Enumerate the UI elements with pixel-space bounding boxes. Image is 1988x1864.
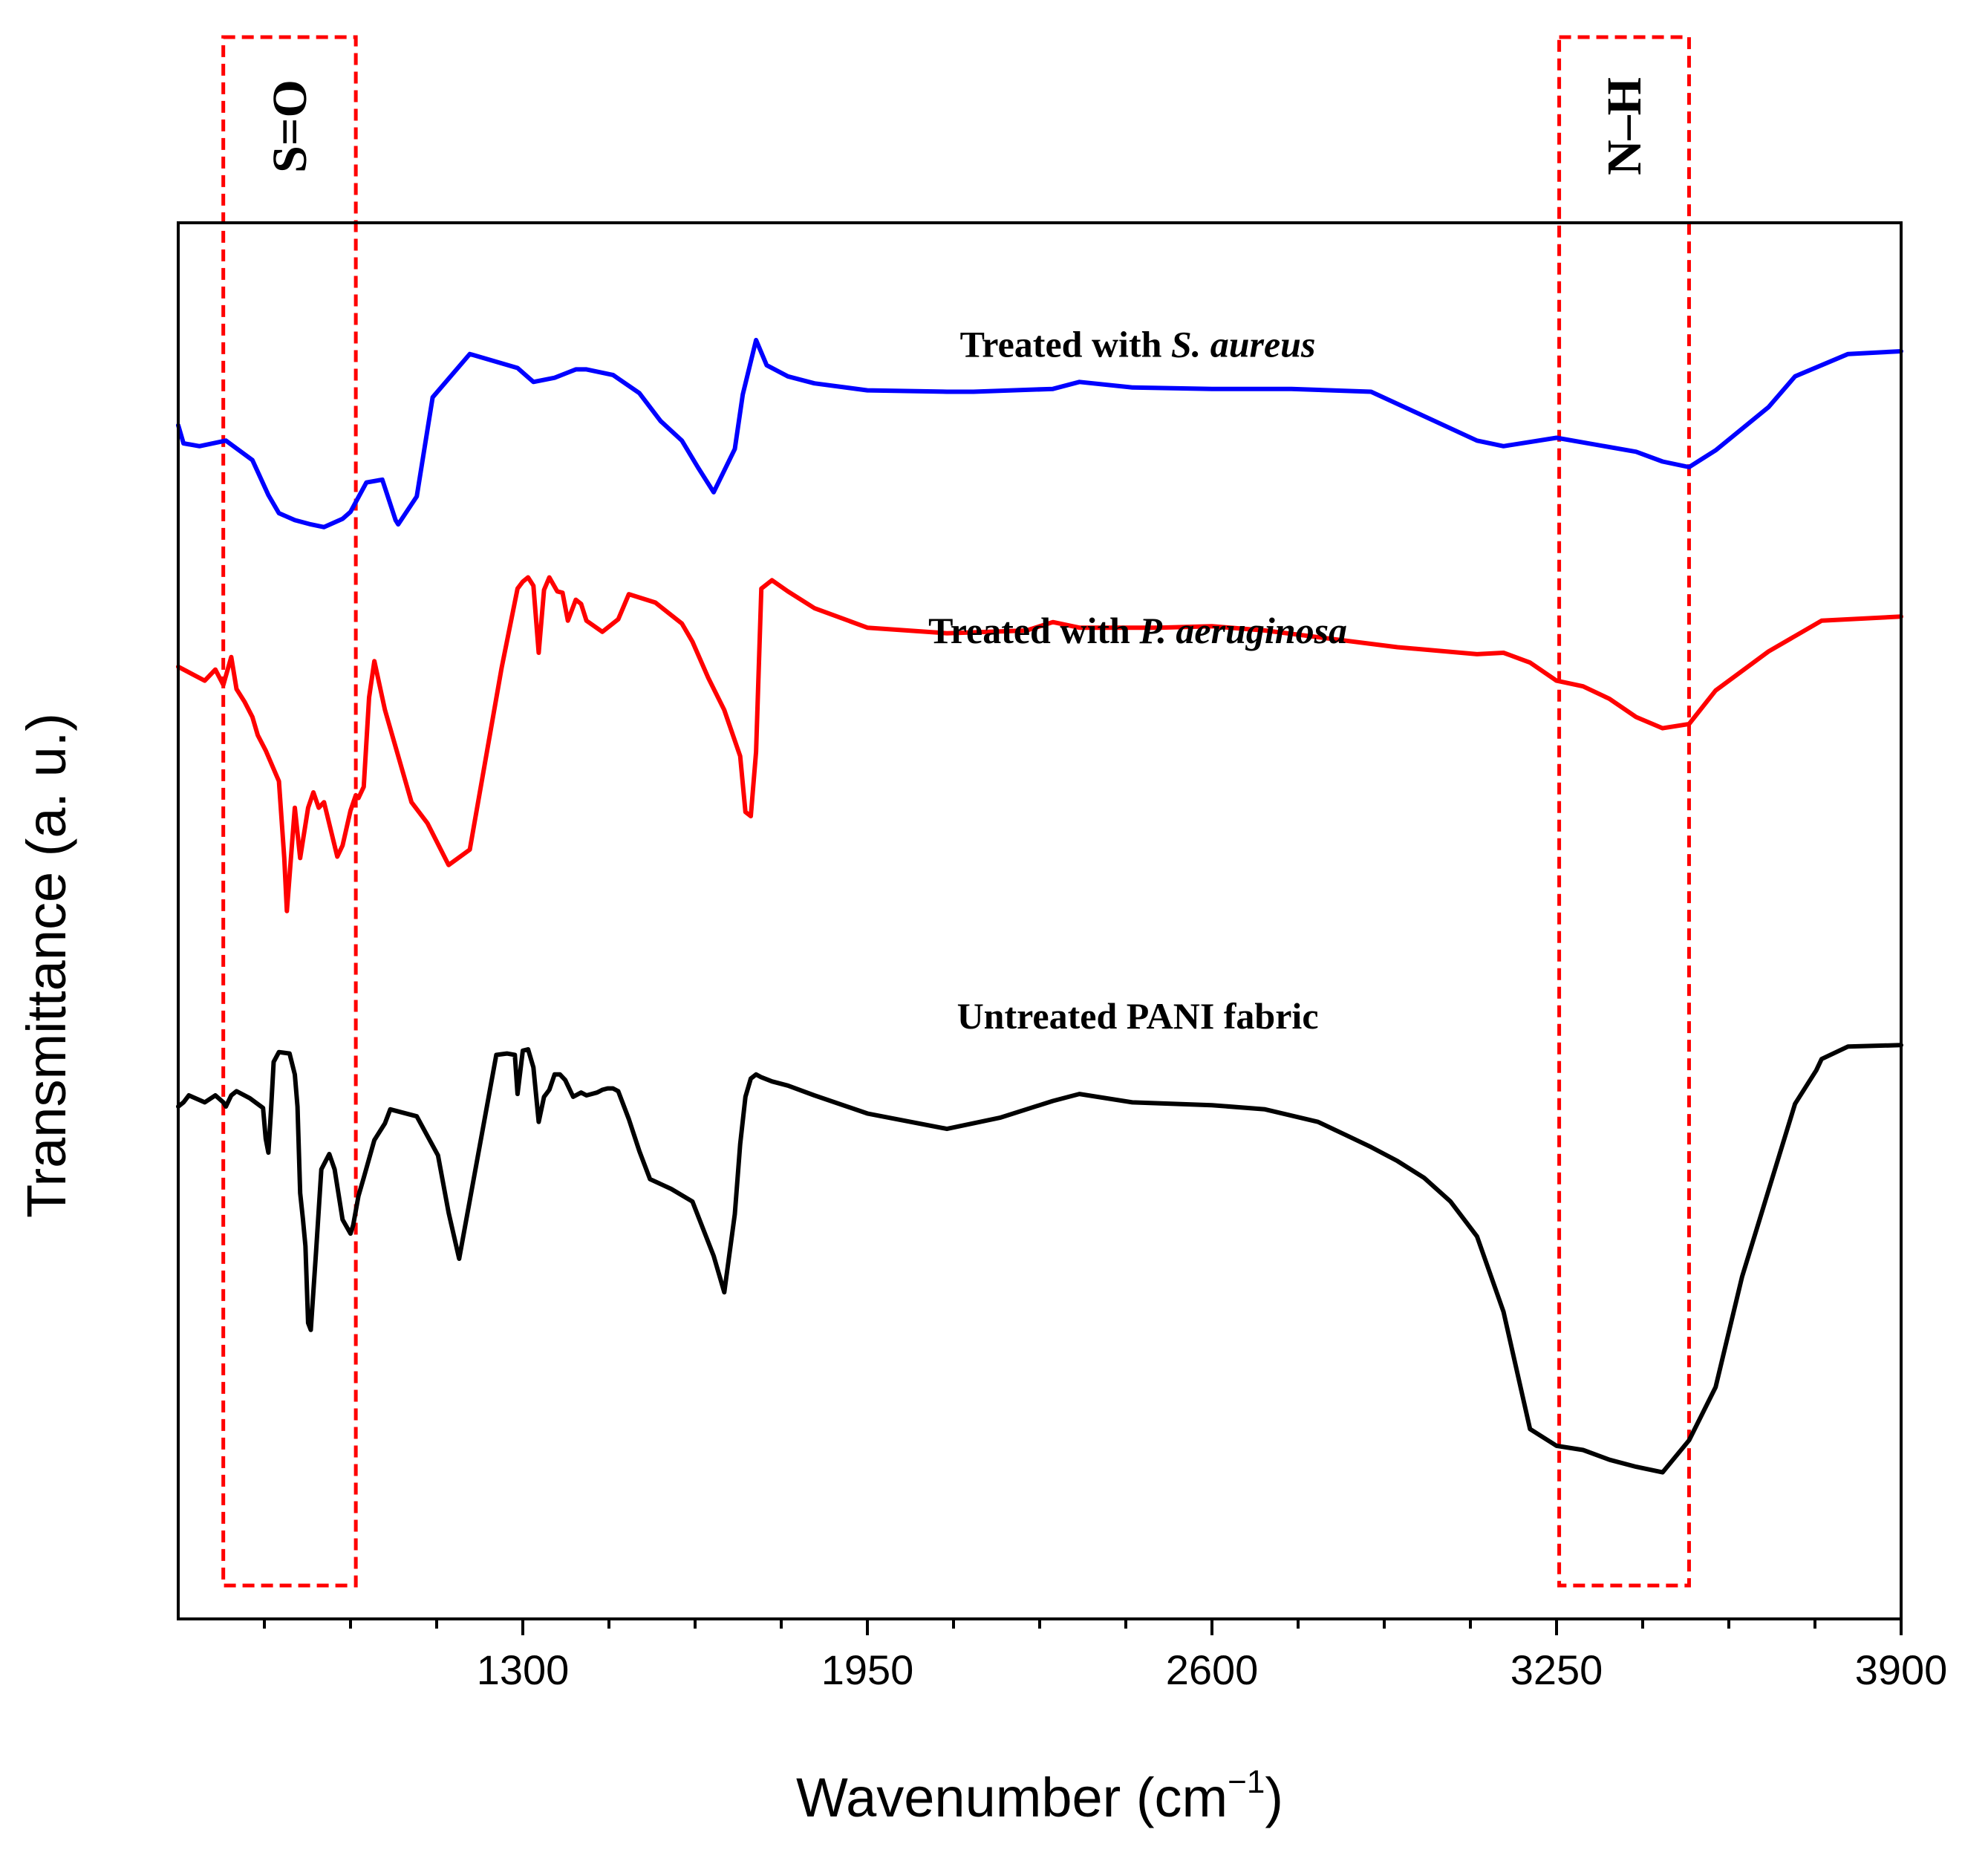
x-tick-label: 1300 xyxy=(477,1646,570,1693)
x-axis-title-close: ) xyxy=(1265,1767,1283,1828)
series-label-0: Treated with S. aureus xyxy=(960,323,1316,365)
x-axis-title: Wavenumber (cm−1) xyxy=(796,1764,1283,1828)
band-box-1 xyxy=(1557,35,1691,1588)
x-tick-label: 3250 xyxy=(1510,1646,1603,1693)
series-label-2: Untreated PANI fabric xyxy=(957,995,1319,1037)
series-label-1: Treated with P. aeruginosa xyxy=(928,610,1347,651)
series-line-1 xyxy=(176,575,1903,913)
band-label-1: N–H xyxy=(1597,77,1652,175)
x-tick-label: 3900 xyxy=(1855,1646,1948,1693)
x-axis-ticks: 1300 1950 2600 3250 3900 xyxy=(263,1619,1948,1693)
band-highlights: S=O N–H xyxy=(221,35,1691,1588)
series-label-text: Treated with xyxy=(960,323,1171,365)
series-line-2 xyxy=(176,1043,1903,1475)
series-label-species: P. aeruginosa xyxy=(1138,610,1347,651)
band-label-0: S=O xyxy=(263,79,317,173)
x-axis-title-superscript: −1 xyxy=(1228,1764,1265,1800)
plot-frame xyxy=(177,221,1903,1620)
series-line-0 xyxy=(176,337,1903,529)
series-label-text: Untreated PANI fabric xyxy=(957,995,1319,1037)
series-label-text: Treated with xyxy=(928,610,1139,651)
x-tick-label: 1950 xyxy=(821,1646,914,1693)
x-axis-title-main: Wavenumber (cm xyxy=(796,1767,1228,1828)
y-axis-title: Transmittance (a. u.) xyxy=(16,713,77,1218)
band-box-0 xyxy=(221,35,358,1588)
series-label-species: S. aureus xyxy=(1171,323,1316,365)
spectra xyxy=(176,337,1903,1475)
x-tick-label: 2600 xyxy=(1166,1646,1259,1693)
